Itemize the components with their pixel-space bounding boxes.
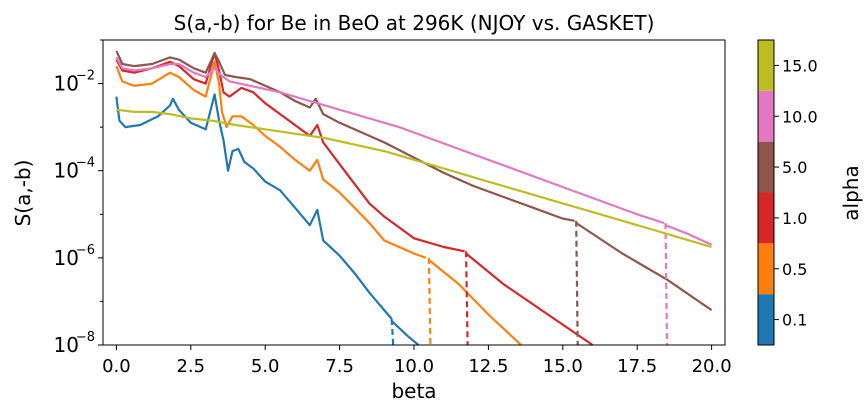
x-tick-label: 20.0	[692, 356, 732, 377]
series-line-alpha-10.0	[115, 56, 665, 225]
y-tick-label: 10	[54, 333, 79, 357]
colorbar: 0.1 0.5 1.0 5.0 10.0 15.0	[757, 39, 818, 346]
y-axis: 10−810−610−410−2	[54, 39, 103, 357]
y-tick-exponent: −6	[76, 243, 95, 258]
plot-frame	[102, 39, 726, 346]
y-tick-label: 10	[54, 246, 79, 270]
series-dashed-alpha-1.0	[465, 251, 469, 346]
series-line-tail-alpha-0.5	[428, 259, 522, 346]
series-line-tail-alpha-10.0	[665, 224, 713, 246]
colorbar-segment-10.0	[758, 90, 774, 142]
series-dashed-alpha-0.5	[427, 257, 432, 346]
x-tick-label: 17.5	[617, 356, 657, 377]
series-dashed-alpha-5.0	[575, 220, 579, 346]
x-tick-label: 10.0	[394, 356, 434, 377]
colorbar-tick-label: 0.5	[782, 260, 807, 279]
series-line-alpha-0.1	[115, 93, 393, 320]
y-axis-label: S(a,-b)	[11, 160, 35, 227]
y-tick-label: 10	[54, 159, 79, 183]
series-layer	[115, 50, 713, 346]
y-tick-exponent: −8	[76, 330, 95, 345]
colorbar-segment-15.0	[758, 40, 774, 91]
colorbar-segment-5.0	[758, 141, 774, 193]
y-tick-exponent: −4	[76, 156, 95, 171]
x-axis: 0.0 2.5 5.0 7.5 10.0 12.5 15.0 17.5 20.0	[102, 345, 732, 377]
series-line-alpha-5.0	[115, 50, 575, 222]
colorbar-tick-label: 15.0	[782, 56, 818, 75]
x-tick-label: 5.0	[251, 356, 280, 377]
colorbar-tick-label: 5.0	[782, 158, 807, 177]
series-line-tail-alpha-0.1	[390, 320, 420, 346]
series-line-tail-alpha-1.0	[465, 252, 594, 346]
series-dashed-alpha-10.0	[664, 222, 669, 346]
x-tick-label: 0.0	[102, 356, 131, 377]
colorbar-frame	[757, 39, 775, 346]
x-tick-label: 2.5	[176, 356, 205, 377]
series-dashed-alpha-0.1	[390, 318, 395, 346]
colorbar-segment-0.5	[758, 243, 774, 295]
colorbar-label: alpha	[839, 165, 863, 220]
colorbar-tick-label: 1.0	[782, 209, 807, 228]
colorbar-segment-1.0	[758, 192, 774, 244]
series-line-alpha-0.5	[115, 60, 427, 259]
y-tick-exponent: −2	[76, 69, 95, 84]
colorbar-segment-0.1	[758, 294, 774, 345]
colorbar-tick-label: 10.0	[782, 107, 818, 126]
series-line-alpha-1.0	[115, 52, 465, 253]
x-tick-label: 7.5	[325, 356, 354, 377]
colorbar-tick-label: 0.1	[782, 311, 807, 330]
y-tick-label: 10	[54, 72, 79, 96]
series-line-alpha-15.0	[116, 108, 712, 249]
chart-title: S(a,-b) for Be in BeO at 296K (NJOY vs. …	[174, 11, 655, 35]
x-axis-label: beta	[391, 379, 436, 403]
x-tick-label: 15.0	[543, 356, 583, 377]
series-line-tail-alpha-5.0	[575, 222, 713, 312]
x-tick-label: 12.5	[468, 356, 508, 377]
